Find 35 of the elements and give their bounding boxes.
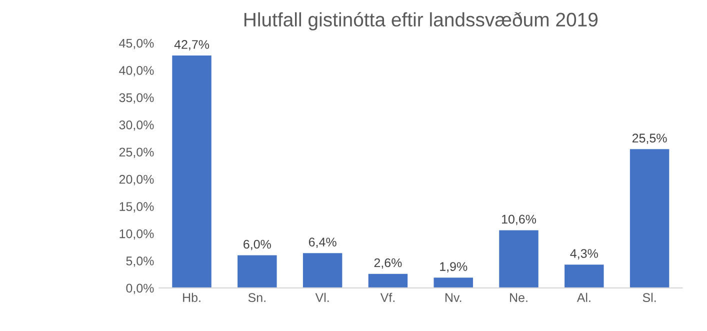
y-tick-label: 0,0% xyxy=(126,284,154,294)
data-label: 4,3% xyxy=(570,249,598,260)
x-tick-label: Sl. xyxy=(642,292,656,302)
chart-title: Hlutfall gistinótta eftir landssvæðum 2019 xyxy=(244,12,598,30)
data-label: 6,0% xyxy=(244,240,271,250)
y-tick-label: 35,0% xyxy=(119,93,154,104)
data-label: 2,6% xyxy=(374,258,402,269)
bar xyxy=(302,253,342,288)
data-label: 6,4% xyxy=(308,238,336,248)
y-tick-label: 20,0% xyxy=(119,174,154,186)
x-tick-label: Vl. xyxy=(315,292,329,302)
y-tick-label: 5,0% xyxy=(126,256,154,267)
bar xyxy=(630,149,670,288)
bar xyxy=(564,264,604,288)
bar xyxy=(172,56,212,288)
bar xyxy=(499,230,538,288)
y-tick-label: 40,0% xyxy=(119,66,154,76)
y-tick-label: 10,0% xyxy=(120,229,154,240)
data-label: 1,9% xyxy=(440,262,468,272)
x-tick-label: Vf. xyxy=(380,292,394,302)
x-tick-label: Al. xyxy=(576,292,590,302)
data-label: 25,5% xyxy=(632,134,667,144)
data-label: 10,6% xyxy=(502,214,536,226)
y-tick-label: 15,0% xyxy=(120,202,154,212)
bar xyxy=(434,278,473,288)
bar xyxy=(368,274,408,288)
y-tick-label: 30,0% xyxy=(119,120,154,131)
y-tick-label: 45,0% xyxy=(119,38,154,50)
data-label: 42,7% xyxy=(174,40,210,50)
y-tick-label: 25,0% xyxy=(119,148,154,158)
x-tick-label: Nv. xyxy=(445,293,462,302)
bar xyxy=(238,255,277,288)
x-tick-label: Ne. xyxy=(510,293,528,302)
x-tick-label: Sn. xyxy=(248,293,266,302)
x-tick-label: Hb. xyxy=(183,292,200,302)
